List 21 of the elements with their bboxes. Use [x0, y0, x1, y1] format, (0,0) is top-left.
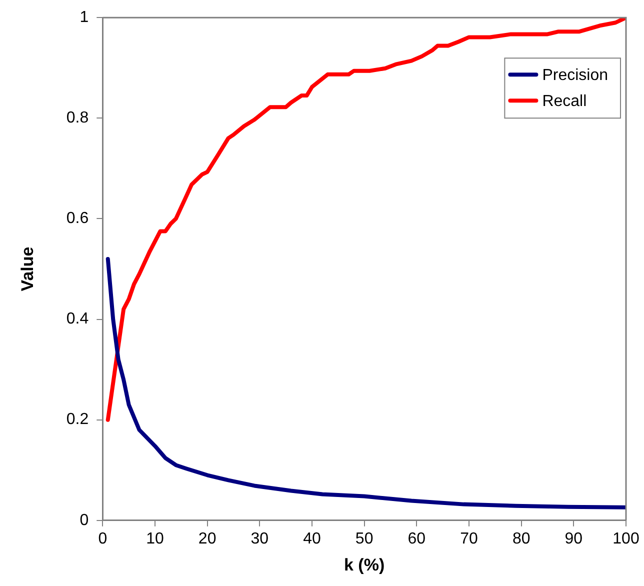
x-tick-label: 100 — [612, 530, 640, 548]
x-tick-label: 10 — [146, 530, 164, 548]
x-tick-label: 30 — [250, 530, 269, 548]
x-tick-label: 80 — [512, 530, 530, 548]
y-tick-label: 0.6 — [66, 210, 89, 228]
x-tick-label: 70 — [460, 530, 478, 548]
y-tick-label: 0.2 — [66, 411, 89, 428]
y-tick-label: 1 — [80, 9, 89, 26]
x-tick-label: 60 — [408, 530, 426, 548]
x-tick-label: 40 — [303, 530, 321, 548]
y-tick-label: 0.8 — [66, 110, 89, 127]
legend-label: Precision — [542, 67, 608, 84]
y-axis-title: Value — [18, 246, 37, 292]
legend-label: Recall — [542, 93, 587, 110]
y-tick-label: 0 — [80, 512, 89, 529]
y-tick-label: 0.4 — [66, 310, 89, 328]
x-tick-label: 90 — [564, 530, 583, 548]
x-axis-title: k (%) — [344, 555, 385, 574]
x-tick-label: 20 — [198, 530, 216, 548]
x-tick-label: 50 — [355, 530, 374, 548]
x-tick-label: 0 — [98, 530, 108, 548]
